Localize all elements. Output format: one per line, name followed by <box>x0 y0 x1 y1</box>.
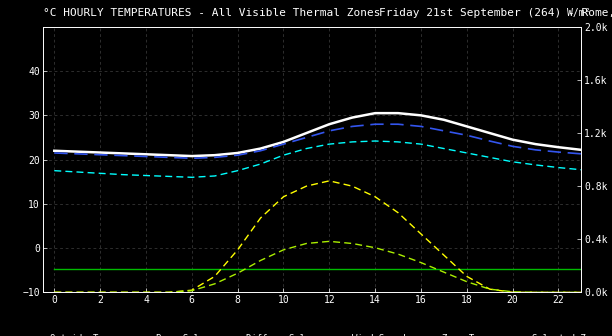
Text: W/m²: W/m² <box>567 8 591 18</box>
Text: Friday 21st September (264) - Rome, Italy: Friday 21st September (264) - Rome, Ital… <box>379 8 612 18</box>
Legend: Outside Temp., Beam Solar, Diffuse Solar, Wind Speed, Zone Temp., Selected Zone: Outside Temp., Beam Solar, Diffuse Solar… <box>19 330 605 336</box>
Text: °C HOURLY TEMPERATURES - All Visible Thermal Zones: °C HOURLY TEMPERATURES - All Visible The… <box>43 8 380 18</box>
